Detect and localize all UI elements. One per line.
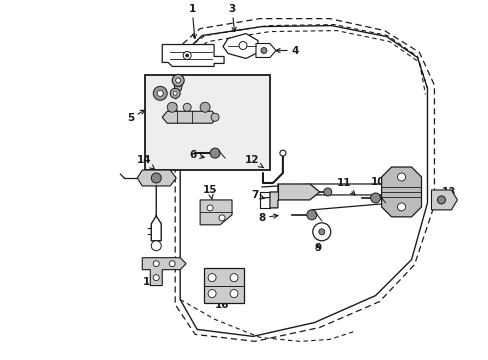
Circle shape (208, 274, 216, 282)
Text: 1: 1 (188, 4, 196, 39)
Circle shape (219, 215, 224, 221)
Circle shape (151, 241, 161, 251)
Polygon shape (142, 258, 186, 285)
Text: 14: 14 (137, 155, 154, 169)
Circle shape (183, 103, 191, 111)
Text: 13: 13 (436, 187, 456, 198)
Text: 17: 17 (142, 271, 157, 287)
Circle shape (183, 51, 191, 59)
Circle shape (175, 78, 180, 83)
Text: 10: 10 (369, 177, 388, 188)
Circle shape (437, 196, 445, 204)
Circle shape (153, 261, 159, 267)
Circle shape (167, 102, 177, 112)
Circle shape (185, 54, 188, 57)
Circle shape (200, 102, 210, 112)
Polygon shape (137, 170, 176, 186)
Text: 16: 16 (214, 289, 229, 310)
Text: 15: 15 (203, 185, 217, 199)
Polygon shape (255, 44, 275, 58)
Polygon shape (381, 167, 421, 217)
Circle shape (229, 274, 238, 282)
Circle shape (210, 148, 220, 158)
Text: 3: 3 (228, 4, 236, 32)
Polygon shape (162, 45, 224, 67)
Circle shape (229, 289, 238, 298)
Circle shape (151, 173, 161, 183)
Polygon shape (162, 111, 217, 123)
Text: 9: 9 (314, 243, 321, 253)
Circle shape (157, 90, 163, 96)
Circle shape (323, 188, 331, 196)
Circle shape (211, 113, 219, 121)
Circle shape (397, 203, 405, 211)
Circle shape (261, 48, 266, 54)
Circle shape (397, 173, 405, 181)
Polygon shape (269, 184, 319, 208)
Circle shape (172, 75, 184, 86)
Bar (145, 75, 269, 170)
Circle shape (169, 261, 175, 267)
Circle shape (208, 289, 216, 298)
Polygon shape (203, 268, 244, 302)
Circle shape (370, 193, 380, 203)
Text: 12: 12 (244, 155, 263, 168)
Circle shape (312, 223, 330, 241)
Circle shape (173, 91, 177, 95)
Circle shape (207, 205, 213, 211)
Text: 2: 2 (170, 90, 179, 113)
Text: 8: 8 (258, 213, 277, 223)
Text: 7: 7 (251, 190, 264, 200)
Circle shape (170, 88, 180, 98)
Text: 5: 5 (126, 110, 144, 123)
Polygon shape (174, 85, 182, 90)
Polygon shape (200, 200, 232, 225)
Text: 11: 11 (336, 178, 354, 195)
Text: 6: 6 (189, 150, 204, 160)
Circle shape (306, 210, 316, 220)
Circle shape (239, 41, 246, 50)
Circle shape (153, 275, 159, 280)
Circle shape (153, 86, 167, 100)
Circle shape (279, 150, 285, 156)
Circle shape (318, 229, 324, 235)
Polygon shape (430, 190, 456, 210)
Polygon shape (223, 33, 258, 58)
Text: 4: 4 (275, 45, 298, 55)
